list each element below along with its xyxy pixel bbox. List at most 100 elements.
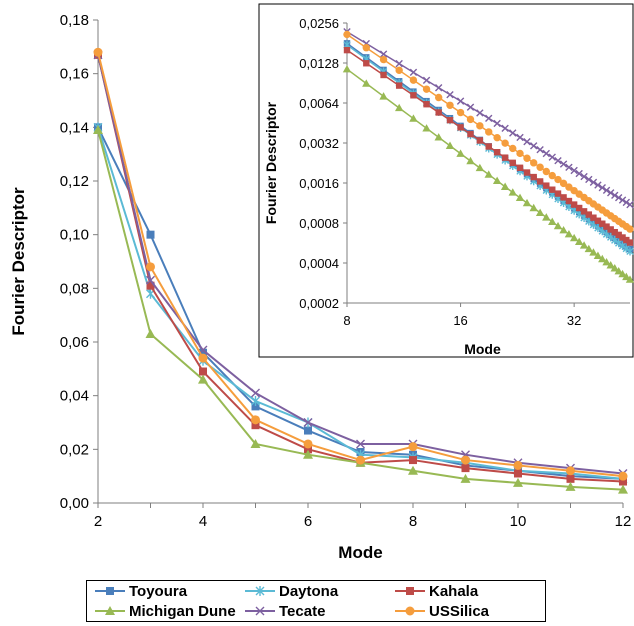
inset-data-point xyxy=(584,244,594,253)
inset-data-point xyxy=(516,164,524,171)
legend-marker xyxy=(405,606,415,616)
data-point xyxy=(303,439,313,449)
inset-data-point xyxy=(607,226,614,233)
data-point xyxy=(251,388,260,398)
inset-data-point xyxy=(570,166,578,175)
data-point xyxy=(408,465,418,475)
inset-y-tick-label: 0,0002 xyxy=(299,296,339,311)
inset-data-point xyxy=(599,220,606,227)
legend-marker xyxy=(255,606,265,616)
y-tick-label: 0,04 xyxy=(60,388,89,405)
inset-data-point xyxy=(590,214,597,221)
inset-data-point xyxy=(394,103,404,112)
data-point xyxy=(618,471,628,481)
inset-data-point xyxy=(434,84,443,92)
inset-data-point xyxy=(493,133,501,142)
inset-data-point xyxy=(626,225,634,233)
y-tick-label: 0,08 xyxy=(60,280,89,297)
inset-data-point xyxy=(564,229,574,238)
inset-data-point xyxy=(569,233,579,242)
inset-data-point xyxy=(409,68,418,77)
inset-data-point xyxy=(343,46,351,54)
inset-data-point xyxy=(575,204,583,212)
inset-data-point xyxy=(615,194,623,202)
inset-data-point xyxy=(422,85,431,93)
data-point xyxy=(251,415,260,425)
inset-data-point xyxy=(536,178,544,185)
inset-data-point xyxy=(409,76,418,84)
inset-data-point xyxy=(598,184,606,192)
inset-data-point xyxy=(548,153,556,161)
inset-data-point xyxy=(516,149,524,158)
inset-data-point xyxy=(598,254,607,263)
data-point xyxy=(409,456,417,465)
x-tick-label: 8 xyxy=(409,513,417,530)
inset-x-tick-label: 16 xyxy=(453,313,467,328)
inset-data-point xyxy=(500,182,510,190)
legend-item-ussilica: USSilica xyxy=(395,601,545,621)
inset-data-point xyxy=(446,90,454,99)
y-tick-label: 0,18 xyxy=(60,12,89,29)
data-point xyxy=(251,421,260,430)
x-tick-label: 2 xyxy=(94,513,102,530)
inset-data-point xyxy=(523,154,531,162)
inset-data-point xyxy=(625,275,634,283)
x-axis-title: Mode xyxy=(338,543,382,562)
data-point xyxy=(618,484,628,494)
inset-data-point xyxy=(523,138,531,146)
inset-data-point xyxy=(575,169,583,178)
inset-data-point xyxy=(363,60,370,67)
inset-series-michigan-dune xyxy=(342,64,634,283)
inset-data-point xyxy=(493,119,501,128)
data-point xyxy=(93,125,103,135)
data-point xyxy=(198,353,208,363)
inset-data-point xyxy=(618,196,627,204)
inset-data-point xyxy=(395,82,403,89)
data-point xyxy=(304,426,312,435)
inset-data-point xyxy=(559,226,568,234)
inset-data-point xyxy=(395,66,403,75)
inset-data-point xyxy=(529,203,538,212)
data-point xyxy=(461,455,470,465)
inset-y-tick-label: 0,0128 xyxy=(299,56,339,71)
inset-data-point xyxy=(343,30,351,39)
data-point xyxy=(565,481,576,491)
inset-data-point xyxy=(614,266,623,275)
inset-data-point xyxy=(623,236,630,244)
inset-data-point xyxy=(476,109,484,117)
inset-data-point xyxy=(559,160,568,168)
data-point xyxy=(461,464,470,473)
main-chart: 0,00 0,02 0,04 0,06 0,08 0,10 0,12 0,14 0,16 0,18… xyxy=(9,12,631,562)
data-point xyxy=(356,455,365,465)
legend-label: Daytona xyxy=(279,582,339,600)
y-tick-label: 0,06 xyxy=(60,334,89,351)
inset-x-tick-label: 8 xyxy=(343,313,350,328)
inset-data-point xyxy=(456,149,465,157)
inset-data-point xyxy=(606,261,615,269)
inset-data-point xyxy=(602,186,611,194)
inset-y-tick-label: 0,0016 xyxy=(299,176,339,191)
inset-data-point xyxy=(379,50,388,58)
inset-data-point xyxy=(570,201,578,208)
legend-label: Michigan Dune xyxy=(129,602,236,620)
data-point xyxy=(619,477,627,486)
inset-data-point xyxy=(476,122,484,130)
inset-data-point xyxy=(594,181,602,189)
inset-data-point xyxy=(516,133,524,142)
inset-data-point xyxy=(434,93,443,102)
inset-data-point xyxy=(618,241,627,251)
inset-data-point xyxy=(574,237,584,246)
inset-data-point xyxy=(523,169,531,176)
inset-data-point xyxy=(422,76,431,85)
inset-data-point xyxy=(535,208,545,216)
y-tick-label: 0,12 xyxy=(60,173,89,190)
inset-data-point xyxy=(565,197,573,205)
data-point xyxy=(513,460,523,470)
legend: Toyoura Daytona Kahala Michigan Dune Tecate U… xyxy=(86,580,546,622)
inset-data-point xyxy=(542,149,550,158)
inset-data-point xyxy=(395,59,403,68)
inset-data-point xyxy=(565,183,573,191)
data-point xyxy=(146,230,155,239)
inset-data-point xyxy=(509,129,517,137)
inset-data-point xyxy=(585,211,593,218)
